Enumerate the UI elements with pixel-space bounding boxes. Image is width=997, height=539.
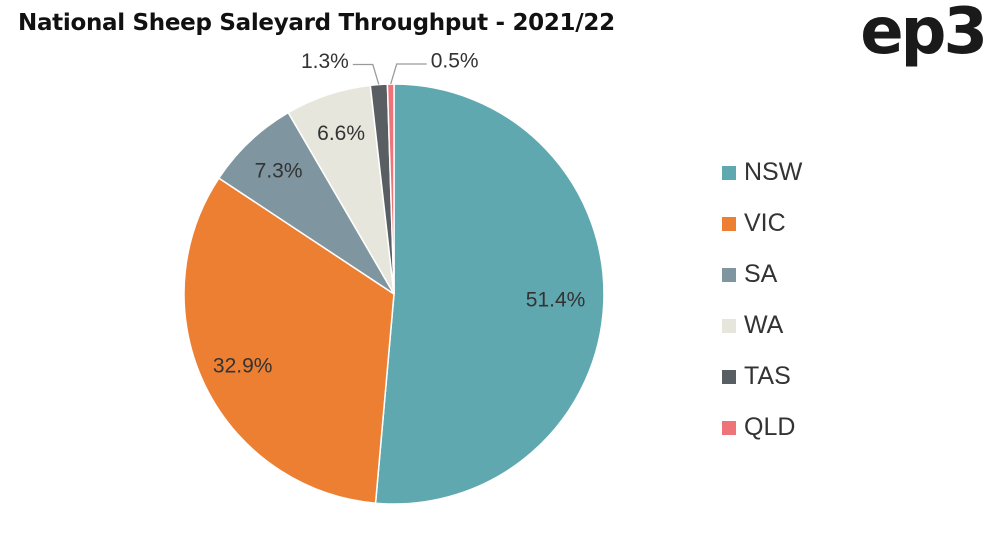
ep3-logo: ep3 — [860, 0, 988, 69]
legend-item-vic: VIC — [722, 198, 802, 249]
leader-line-tas — [352, 63, 380, 85]
legend-label-vic: VIC — [744, 209, 786, 237]
legend-swatch-vic — [722, 216, 736, 231]
legend-label-nsw: NSW — [744, 158, 803, 186]
data-label-vic: 32.9% — [213, 355, 273, 378]
legend-item-nsw: NSW — [722, 147, 802, 198]
pie-slice-nsw — [374, 83, 605, 505]
data-label-sa: 7.3% — [255, 159, 303, 182]
legend-swatch-qld — [722, 420, 736, 435]
leader-line-qld — [390, 63, 427, 85]
legend-swatch-tas — [722, 369, 736, 384]
legend-swatch-sa — [722, 267, 736, 282]
legend-swatch-nsw — [722, 165, 736, 180]
data-label-nsw: 51.4% — [526, 289, 586, 312]
pie-slice-qld — [386, 83, 395, 295]
chart-title: National Sheep Saleyard Throughput - 202… — [18, 10, 615, 36]
legend-item-wa: WA — [722, 300, 802, 351]
legend-item-qld: QLD — [722, 402, 802, 453]
legend-label-wa: WA — [744, 311, 784, 339]
legend-swatch-wa — [722, 318, 736, 333]
legend-label-qld: QLD — [744, 413, 796, 441]
legend-item-sa: SA — [722, 249, 802, 300]
legend-label-tas: TAS — [744, 362, 791, 390]
data-label-wa: 6.6% — [317, 122, 365, 145]
legend-item-tas: TAS — [722, 351, 802, 402]
legend-label-sa: SA — [744, 260, 778, 288]
chart-legend: NSW VIC SA WA TAS QLD — [722, 147, 802, 453]
data-label-tas: 1.3% — [301, 50, 349, 73]
data-label-qld: 0.5% — [431, 50, 479, 73]
